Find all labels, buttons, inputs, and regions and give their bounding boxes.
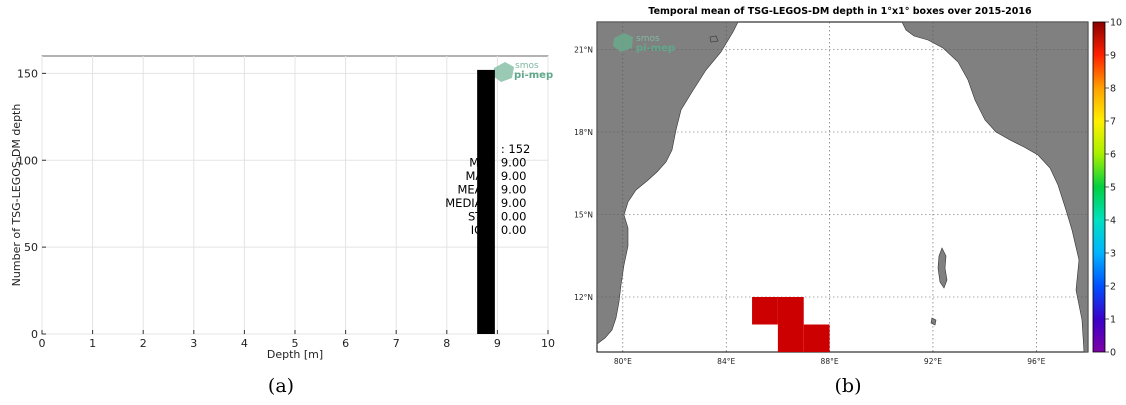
colorbar-tick-label: 8 [1110, 84, 1116, 95]
map-panel: Temporal mean of TSG-LEGOS-DM depth in 1… [574, 6, 1122, 397]
histogram-y-axis-label: Number of TSG-LEGOS-DM depth [10, 104, 23, 287]
y-tick-label: 50 [24, 241, 38, 254]
stat-value: 0.00 [501, 223, 527, 237]
colorbar-tick-label: 6 [1110, 150, 1116, 161]
stat-value: 9.00 [501, 156, 527, 170]
map-land-myanmar [901, 21, 1089, 353]
histogram-bars [477, 69, 495, 335]
x-tick-label: 10 [541, 337, 555, 350]
lat-tick-label: 18°N [574, 128, 593, 137]
map-graticule [597, 22, 1088, 352]
y-tick-label: 0 [31, 328, 38, 341]
map-land-andaman [937, 247, 948, 289]
colorbar-tick-label: 10 [1110, 18, 1122, 29]
stat-value: 9.00 [501, 169, 527, 183]
x-tick-label: 6 [342, 337, 349, 350]
stat-value: 9.00 [501, 183, 527, 197]
lon-tick-label: 92°E [924, 357, 942, 366]
histogram-panel: 0 1 2 3 4 5 6 7 8 9 10 0 50 100 150 Depth [m] Number … [10, 55, 555, 397]
map-longitude-ticks: 80°E 84°E 88°E 92°E 96°E [614, 357, 1046, 366]
stat-value: 9.00 [501, 196, 527, 210]
colorbar [1092, 21, 1106, 353]
colorbar-tick-label: 0 [1110, 348, 1116, 359]
x-tick-label: 7 [393, 337, 400, 350]
data-cell [803, 324, 830, 352]
lon-tick-label: 88°E [821, 357, 839, 366]
map-land-nicobar [930, 317, 937, 326]
histogram-x-ticks: 0 1 2 3 4 5 6 7 8 9 10 [39, 330, 555, 350]
lat-tick-label: 12°N [574, 293, 593, 302]
logo-text-smos: smos [515, 61, 539, 71]
data-cell [777, 297, 804, 325]
map-logo-mark-icon [613, 33, 633, 52]
stat-value: 0.00 [501, 210, 527, 224]
x-tick-label: 1 [89, 337, 96, 350]
lon-tick-label: 84°E [717, 357, 735, 366]
histogram-bar [477, 69, 495, 335]
map-latitude-ticks: 12°N 15°N 18°N 21°N [574, 46, 593, 303]
histogram-grid [41, 56, 549, 335]
panel-a-caption: (a) [268, 375, 294, 397]
lon-tick-label: 96°E [1027, 357, 1045, 366]
smos-pimep-logo: smos pi-mep [493, 61, 553, 82]
colorbar-tick-label: 7 [1110, 117, 1116, 128]
colorbar-tick-label: 5 [1110, 183, 1116, 194]
map-logo-text-smos: smos [636, 34, 660, 44]
panel-b-caption: (b) [835, 375, 862, 397]
map-data-cells [752, 297, 830, 352]
data-cell [752, 297, 778, 325]
logo-mark-icon [493, 62, 514, 82]
x-tick-label: 0 [39, 337, 46, 350]
colorbar-tick-label: 2 [1110, 282, 1116, 293]
y-tick-label: 100 [17, 154, 38, 167]
colorbar-tick-label: 1 [1110, 315, 1116, 326]
colorbar-ticks: 0 1 2 3 4 5 6 7 8 9 10 [1105, 18, 1122, 359]
data-cell [777, 324, 804, 352]
stat-value: : 152 [501, 142, 530, 156]
lon-tick-label: 80°E [614, 357, 632, 366]
colorbar-tick-label: 4 [1110, 216, 1116, 227]
x-tick-label: 5 [292, 337, 299, 350]
x-tick-label: 9 [494, 337, 501, 350]
map-land-islet [709, 35, 719, 43]
x-tick-label: 4 [241, 337, 248, 350]
x-tick-label: 2 [140, 337, 147, 350]
histogram-x-axis-label: Depth [m] [267, 348, 323, 361]
colorbar-tick-label: 3 [1110, 249, 1116, 260]
map-title: Temporal mean of TSG-LEGOS-DM depth in 1… [648, 6, 1032, 17]
map-logo-text-pimep: pi-mep [636, 43, 675, 54]
colorbar-tick-label: 9 [1110, 51, 1116, 62]
lat-tick-label: 15°N [574, 211, 593, 220]
x-tick-label: 8 [443, 337, 450, 350]
x-tick-label: 3 [190, 337, 197, 350]
map-smos-pimep-logo: smos pi-mep [613, 33, 675, 54]
map-land-india [596, 21, 739, 345]
histogram-y-ticks: 0 50 100 150 [17, 67, 46, 341]
y-tick-label: 150 [17, 67, 38, 80]
lat-tick-label: 21°N [574, 46, 593, 55]
logo-text-pimep: pi-mep [514, 70, 553, 81]
